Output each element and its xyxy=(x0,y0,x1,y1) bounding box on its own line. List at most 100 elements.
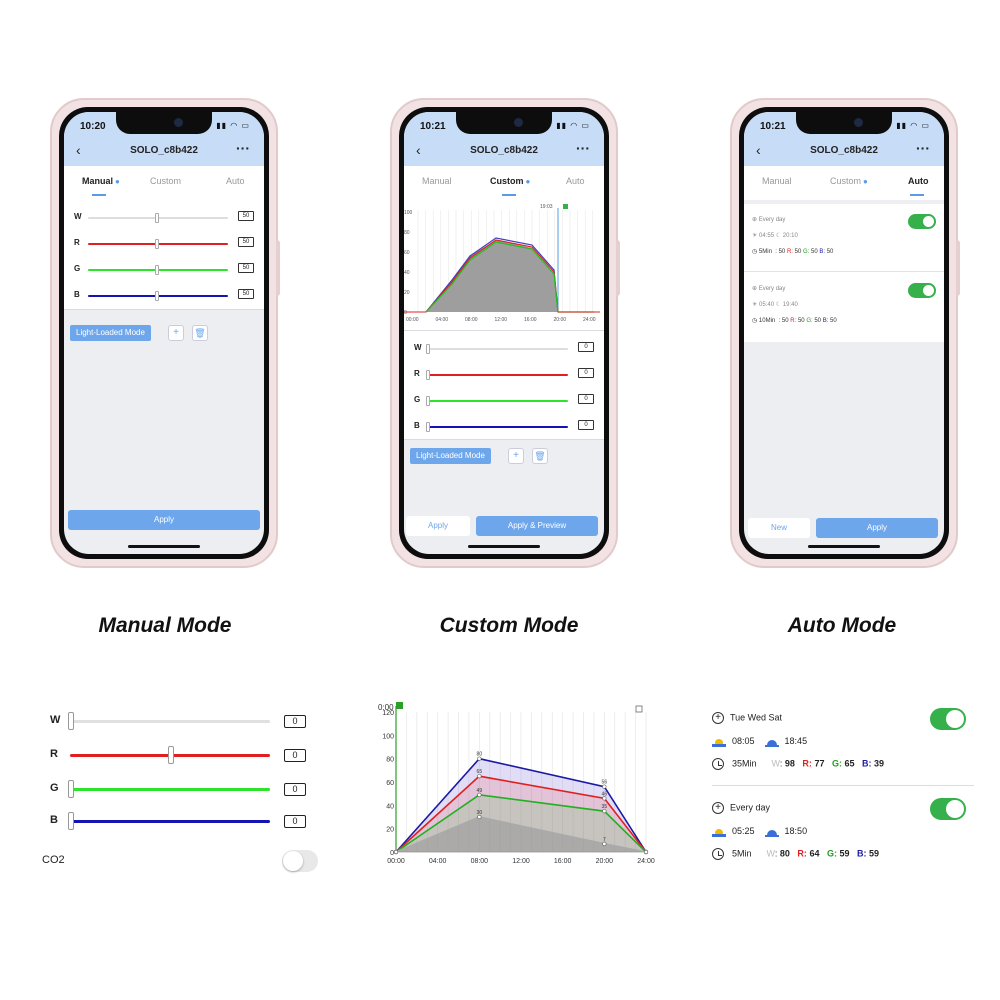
slider-thumb[interactable] xyxy=(426,344,430,354)
slider-thumb[interactable] xyxy=(426,370,430,380)
add-circle-icon[interactable]: + xyxy=(712,712,724,724)
data-point[interactable] xyxy=(602,809,607,814)
tab-auto[interactable]: Auto xyxy=(226,176,245,186)
slider-r[interactable]: R 50 xyxy=(64,237,264,254)
slider-b[interactable]: B 50 xyxy=(64,289,264,306)
back-arrow-icon[interactable]: ‹ xyxy=(756,142,761,158)
slider-thumb[interactable] xyxy=(168,746,174,764)
add-mode-button[interactable]: + xyxy=(168,325,184,341)
tab-manual[interactable]: Manual xyxy=(422,176,452,186)
slider-value-box[interactable]: 0 xyxy=(284,715,306,728)
schedule-detail-1[interactable]: + Tue Wed Sat 08:05 18:45 35Min W: 98 R: … xyxy=(712,706,972,776)
slider-value-box[interactable]: 0 xyxy=(578,420,594,430)
slider-value-box[interactable]: 50 xyxy=(238,263,254,273)
tab-indicator xyxy=(910,194,924,196)
back-arrow-icon[interactable]: ‹ xyxy=(416,142,421,158)
schedule-toggle[interactable] xyxy=(908,283,936,298)
x-tick-label: 08:00 xyxy=(465,317,478,323)
slider-value-box[interactable]: 0 xyxy=(578,368,594,378)
data-point[interactable] xyxy=(477,814,482,820)
tab-manual[interactable]: Manual ● xyxy=(82,176,120,186)
slider-value-box[interactable]: 0 xyxy=(284,749,306,762)
add-circle-icon[interactable]: + xyxy=(712,802,724,814)
mode-chip[interactable]: Light-Loaded Mode xyxy=(410,448,491,464)
slider-g[interactable]: G 50 xyxy=(64,263,264,280)
slider-thumb[interactable] xyxy=(155,291,159,301)
slider-thumb[interactable] xyxy=(155,213,159,223)
slider-label: G xyxy=(74,264,81,273)
custom-mini-chart[interactable]: 100 80 60 40 20 000:00 04:00 08:00 12:00 16:00 20:… xyxy=(404,200,602,326)
schedule-item[interactable]: ⊕ Every day ☀ 05:40 ☾ 19:40 ◷ 10Min : 50… xyxy=(744,273,944,341)
data-point[interactable] xyxy=(602,784,607,789)
tab-custom[interactable]: Custom ● xyxy=(490,176,530,186)
slider-value-box[interactable]: 50 xyxy=(238,237,254,247)
tab-custom[interactable]: Custom ● xyxy=(830,176,868,186)
slider-thumb[interactable] xyxy=(155,239,159,249)
slider-track[interactable] xyxy=(70,820,270,823)
schedule-detail-2[interactable]: + Every day 05:25 18:50 5Min W: 80 R: 64 … xyxy=(712,796,972,866)
more-menu-icon[interactable]: ··· xyxy=(236,140,250,156)
new-schedule-button[interactable]: New xyxy=(748,518,810,538)
more-menu-icon[interactable]: ··· xyxy=(916,140,930,156)
schedule-days: + Tue Wed Sat xyxy=(712,712,782,724)
more-menu-icon[interactable]: ··· xyxy=(576,140,590,156)
schedule-item[interactable]: ⊕ Every day ☀ 04:55 ☾ 20:10 ◷ 5Min : 50 … xyxy=(744,204,944,272)
apply-button[interactable]: Apply xyxy=(68,510,260,530)
apply-button[interactable]: Apply xyxy=(816,518,938,538)
tab-custom[interactable]: Custom xyxy=(150,176,182,186)
slider-thumb[interactable] xyxy=(68,812,74,830)
slider-track[interactable] xyxy=(70,788,270,791)
expand-icon[interactable] xyxy=(635,705,643,713)
slider-thumb[interactable] xyxy=(426,396,430,406)
custom-curve-chart[interactable]: 0:00 0 20 40 60 80 100 120 00:00 04:00 08:00 12:00 1… xyxy=(376,700,656,872)
slider-track[interactable] xyxy=(428,374,568,376)
slider-track[interactable] xyxy=(428,400,568,402)
slider-value-box[interactable]: 0 xyxy=(284,815,306,828)
slider-value-box[interactable]: 0 xyxy=(578,342,594,352)
data-point[interactable] xyxy=(477,792,482,797)
schedule-toggle[interactable] xyxy=(930,798,966,820)
data-point[interactable] xyxy=(602,841,607,846)
slider-track[interactable] xyxy=(70,720,270,723)
data-point[interactable] xyxy=(477,774,482,779)
slider-track[interactable] xyxy=(428,426,568,428)
data-point[interactable] xyxy=(602,796,607,801)
cursor-close-icon[interactable] xyxy=(563,204,568,209)
delete-icon[interactable]: 🗑 xyxy=(532,448,548,464)
slider-thumb[interactable] xyxy=(426,422,430,432)
data-point[interactable] xyxy=(393,849,399,855)
delete-icon[interactable]: 🗑 xyxy=(192,325,208,341)
slider-thumb[interactable] xyxy=(68,780,74,798)
mode-chip[interactable]: Light-Loaded Mode xyxy=(70,325,151,341)
slider-value-box[interactable]: 0 xyxy=(284,783,306,796)
slider-w[interactable]: W 50 xyxy=(64,211,264,228)
schedule-toggle[interactable] xyxy=(930,708,966,730)
slider-thumb[interactable] xyxy=(68,712,74,730)
slider-thumb[interactable] xyxy=(155,265,159,275)
apply-button[interactable]: Apply xyxy=(406,516,470,536)
data-point[interactable] xyxy=(643,849,649,855)
co2-toggle[interactable] xyxy=(282,850,318,872)
tab-auto[interactable]: Auto xyxy=(566,176,585,186)
back-arrow-icon[interactable]: ‹ xyxy=(76,142,81,158)
add-mode-button[interactable]: + xyxy=(508,448,524,464)
slider-value-box[interactable]: 50 xyxy=(238,211,254,221)
cursor-close-icon[interactable] xyxy=(396,702,403,709)
slider-value-box[interactable]: 0 xyxy=(578,394,594,404)
r-label: R: xyxy=(797,848,807,859)
apply-preview-button[interactable]: Apply & Preview xyxy=(476,516,598,536)
tab-manual[interactable]: Manual xyxy=(762,176,792,186)
schedule-toggle[interactable] xyxy=(908,214,936,229)
data-point[interactable] xyxy=(477,756,482,761)
slider-value-box[interactable]: 50 xyxy=(238,289,254,299)
tab-auto[interactable]: Auto xyxy=(908,176,929,186)
slider-track[interactable] xyxy=(428,348,568,350)
